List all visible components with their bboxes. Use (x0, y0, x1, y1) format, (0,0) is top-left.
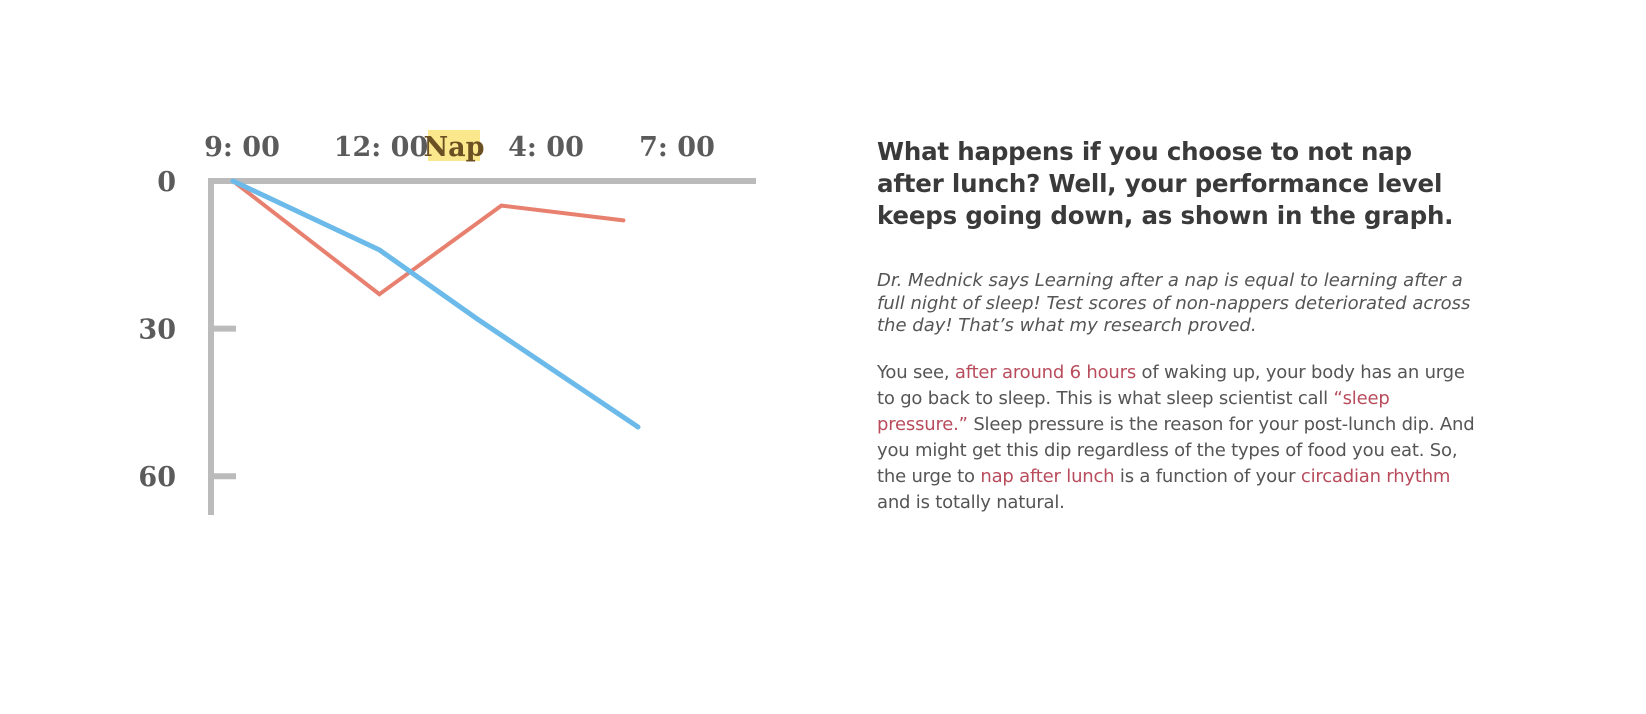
body-text-5: and is totally natural. (877, 491, 1065, 513)
body-text-2: of waking up, your body has an urge to g… (877, 361, 1465, 409)
body-text-3: Sleep pressure is the reason for your po… (877, 413, 1475, 487)
y-tick-label: 60 (138, 462, 176, 493)
nap-annotation: Nap (423, 130, 485, 163)
x-tick-label: 9: 00 (204, 132, 280, 163)
nap-series-line (231, 179, 626, 297)
mednick-quote: Dr. Mednick says Learning after a nap is… (877, 270, 1471, 336)
x-tick-label: 4: 00 (508, 132, 584, 163)
y-tick-labels: 0 30 60 (138, 167, 236, 493)
x-tick-label: 7: 00 (639, 132, 715, 163)
y-tick-label: 0 (157, 167, 176, 198)
performance-chart: 9: 00 12: 00 4: 00 7: 00 Nap 0 30 60 (138, 130, 756, 515)
body-text-1: You see, (877, 361, 955, 383)
highlight-6-hours: after around 6 hours (954, 361, 1137, 383)
highlight-circadian-rhythm: circadian rhythm (1300, 465, 1451, 487)
nap-label: Nap (423, 132, 484, 163)
y-tick-label: 30 (138, 315, 176, 346)
article-heading: What happens if you choose to not nap af… (877, 137, 1454, 230)
series-lines (230, 178, 641, 430)
article: What happens if you choose to not nap af… (877, 136, 1477, 516)
x-tick-label: 12: 00 (334, 132, 429, 163)
highlight-sleep-pressure: “sleep pressure.” (877, 387, 1390, 435)
no-nap-series-line (230, 178, 641, 430)
body-text-4: is a function of your (1114, 465, 1301, 487)
x-tick-labels: 9: 00 12: 00 4: 00 7: 00 (204, 132, 715, 163)
nap-highlight (428, 130, 480, 161)
highlight-nap-after-lunch: nap after lunch (980, 465, 1115, 487)
article-body: You see, after around 6 hours of waking … (877, 360, 1477, 516)
